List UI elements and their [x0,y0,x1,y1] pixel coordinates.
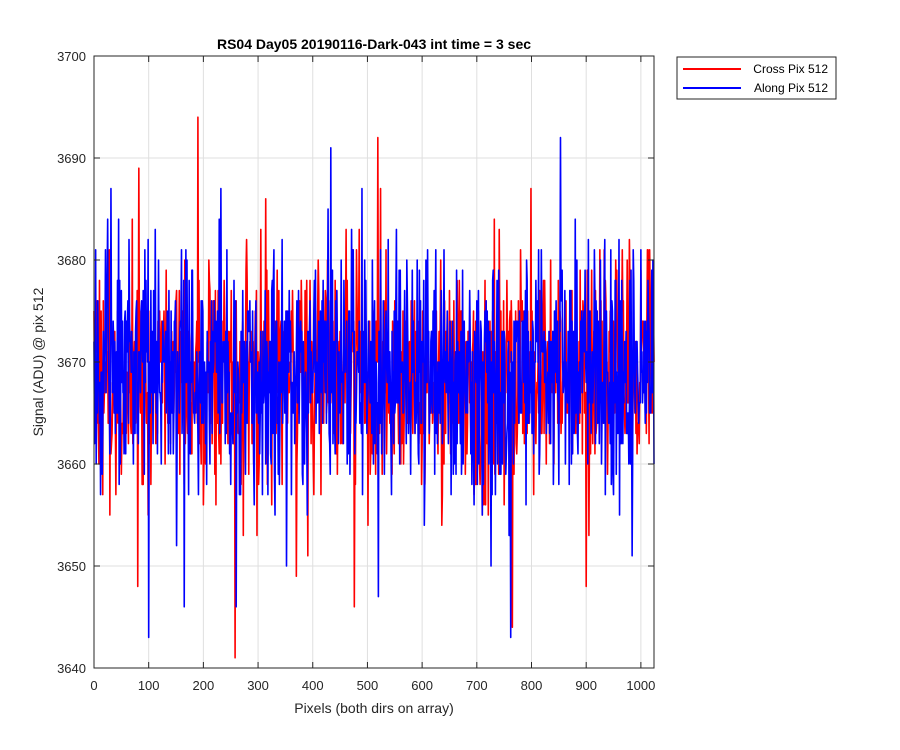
y-tick-label: 3690 [57,151,86,166]
x-tick-label: 0 [90,678,97,693]
series-line-1 [93,136,655,639]
legend-entry-cross: Cross Pix 512 [753,62,828,76]
series-layer [93,116,655,659]
y-tick-label: 3670 [57,355,86,370]
x-tick-label: 500 [357,678,379,693]
x-tick-label: 100 [138,678,160,693]
chart-title: RS04 Day05 20190116-Dark-043 int time = … [217,36,531,52]
x-tick-label: 200 [193,678,215,693]
x-tick-label: 300 [247,678,269,693]
legend-entry-along: Along Pix 512 [754,81,828,95]
legend[interactable]: Cross Pix 512 Along Pix 512 [676,56,837,100]
y-tick-label: 3650 [57,559,86,574]
x-tick-label: 400 [302,678,324,693]
y-tick-label: 3680 [57,253,86,268]
legend-box [676,56,837,100]
y-axis-label: Signal (ADU) @ pix 512 [30,287,46,436]
y-tick-label: 3640 [57,661,86,676]
x-axis-label: Pixels (both dirs on array) [294,700,454,716]
ticks: 0 100 200 300 400 500 600 700 800 900 1000 3640 3650… [57,49,655,693]
x-tick-label: 700 [466,678,488,693]
y-tick-label: 3700 [57,49,86,64]
x-tick-label: 800 [521,678,543,693]
y-tick-label: 3660 [57,457,86,472]
x-tick-label: 600 [411,678,433,693]
x-tick-label: 900 [575,678,597,693]
x-tick-label: 1000 [626,678,655,693]
